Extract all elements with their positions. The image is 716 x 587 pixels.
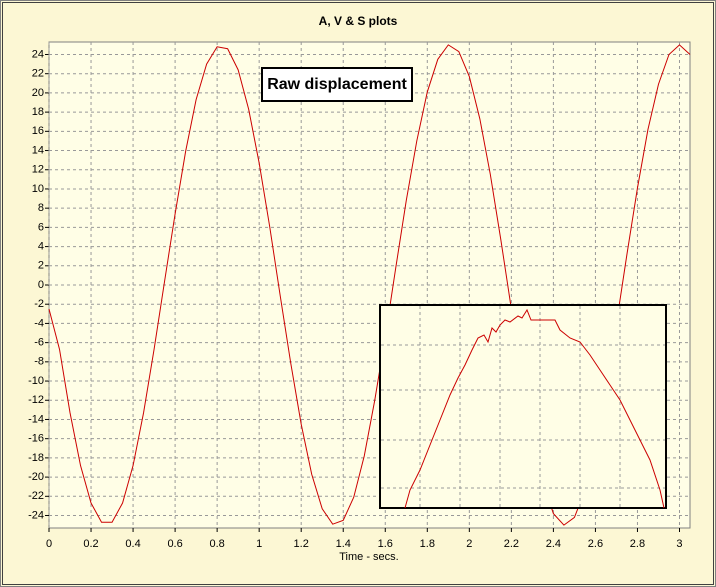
y-tick-label: 4 (38, 240, 44, 252)
y-tick-label: 6 (38, 221, 44, 233)
x-tick-label: 1.4 (336, 538, 351, 550)
x-tick-label: 1.6 (378, 538, 393, 550)
inset-frame (379, 304, 667, 509)
y-tick-label: -10 (28, 375, 44, 387)
y-tick-label: 14 (32, 144, 44, 156)
y-tick-label: 24 (32, 48, 44, 60)
y-tick-label: -18 (28, 452, 44, 464)
y-tick-label: 12 (32, 164, 44, 176)
y-tick-label: 16 (32, 125, 44, 137)
chart-title: A, V & S plots (319, 14, 398, 28)
x-tick-label: 0.2 (83, 538, 98, 550)
y-tick-label: -14 (28, 413, 44, 425)
x-tick-label: 3 (676, 538, 682, 550)
y-tick-label: 0 (38, 279, 44, 291)
x-tick-label: 1 (256, 538, 262, 550)
x-axis-label: Time - secs. (339, 551, 399, 563)
x-tick-label: 1.2 (294, 538, 309, 550)
y-tick-label: -22 (28, 490, 44, 502)
y-tick-label: 18 (32, 106, 44, 118)
x-tick-label: 0.4 (125, 538, 140, 550)
y-tick-label: 22 (32, 68, 44, 80)
y-tick-label: -16 (28, 433, 44, 445)
y-tick-label: -4 (34, 317, 44, 329)
x-tick-label: 2.8 (630, 538, 645, 550)
y-tick-label: -12 (28, 394, 44, 406)
y-tick-label: -6 (34, 337, 44, 349)
y-tick-label: 8 (38, 202, 44, 214)
y-tick-label: 2 (38, 260, 44, 272)
y-tick-label: -8 (34, 356, 44, 368)
annotation: Raw displacement (267, 76, 407, 93)
x-tick-label: 1.8 (420, 538, 435, 550)
x-tick-label: 2 (466, 538, 472, 550)
y-tick-label: -24 (28, 509, 44, 521)
x-tick-label: 2.4 (546, 538, 561, 550)
y-tick-label: -2 (34, 298, 44, 310)
x-tick-label: 2.6 (588, 538, 603, 550)
y-tick-label: 20 (32, 87, 44, 99)
data-line (404, 308, 665, 509)
x-tick-label: 0 (46, 538, 52, 550)
x-tick-label: 0.8 (209, 538, 224, 550)
y-tick-label: 10 (32, 183, 44, 195)
annotation-box (261, 67, 413, 102)
x-tick-label: 0.6 (167, 538, 182, 550)
inset-plot (381, 306, 665, 509)
y-tick-label: -20 (28, 471, 44, 483)
x-tick-label: 2.2 (504, 538, 519, 550)
